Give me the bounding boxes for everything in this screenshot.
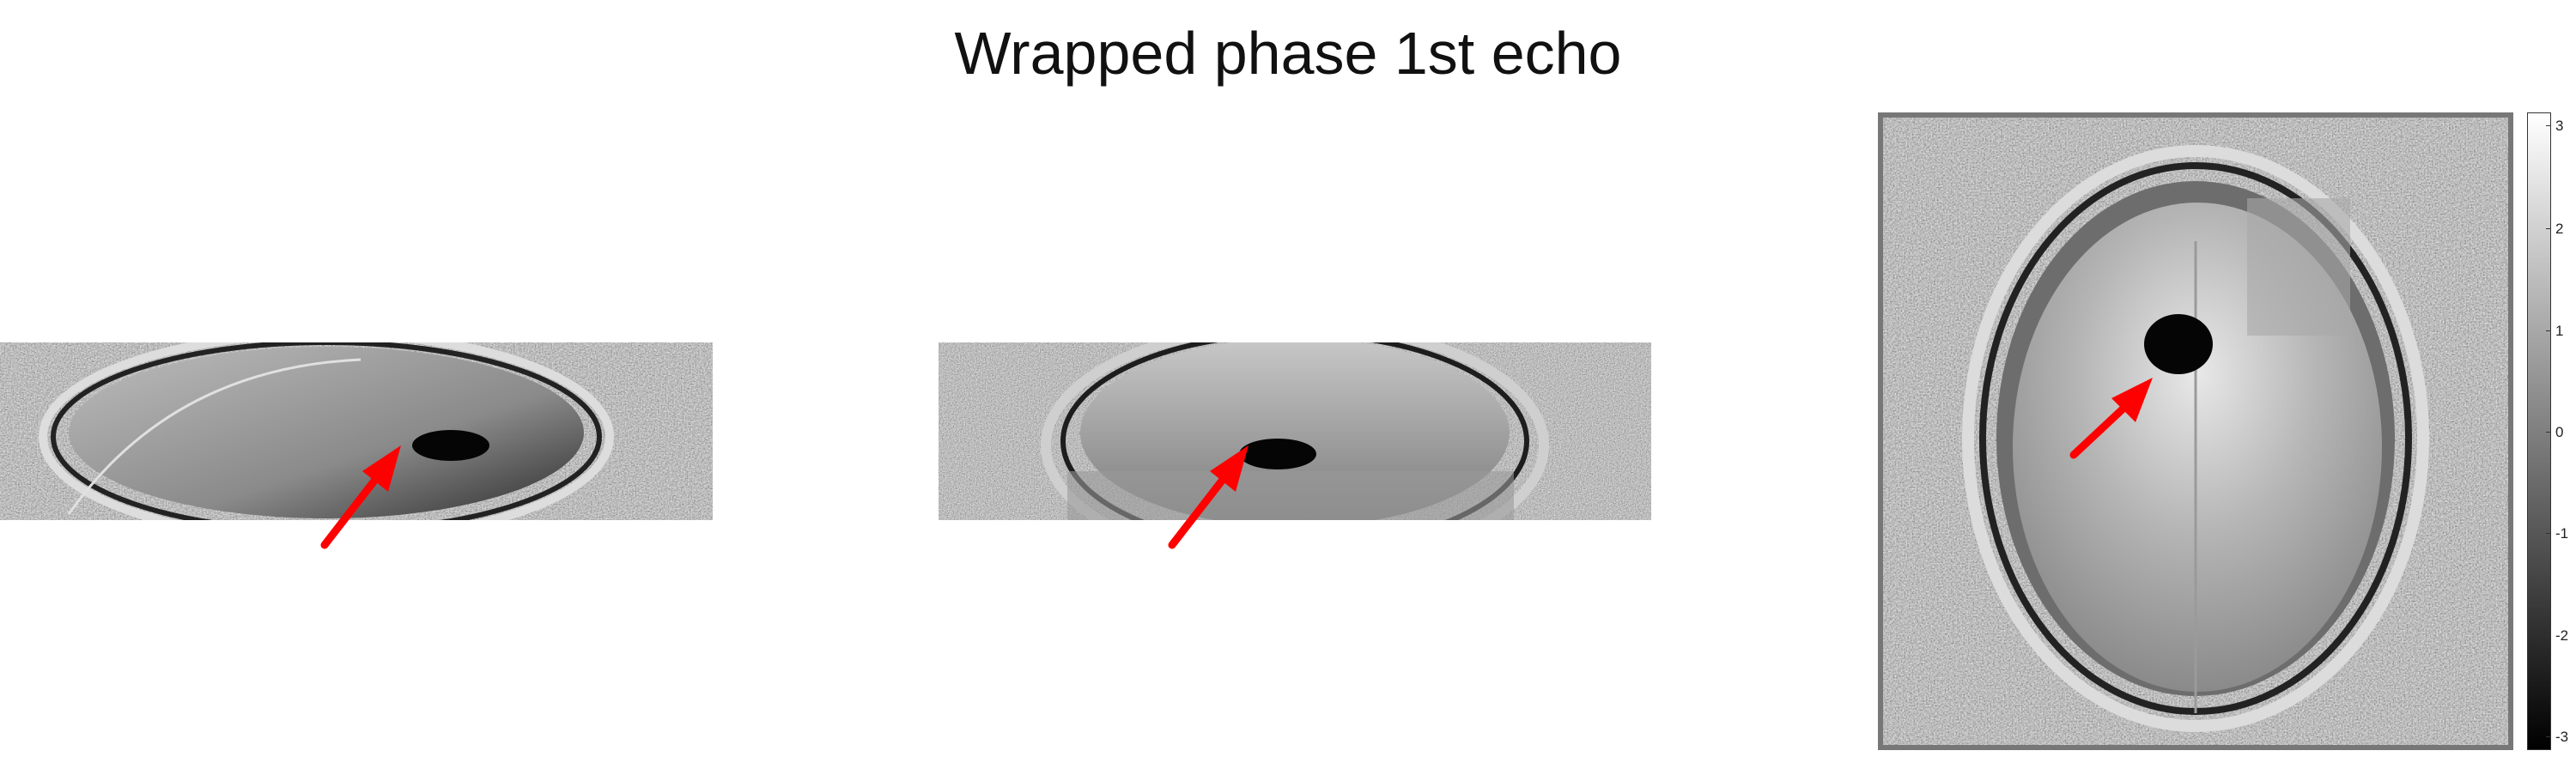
colorbar-tick-label: 1 (2555, 323, 2564, 339)
colorbar-tick-mark (2546, 635, 2551, 636)
axial-phase-image (1878, 112, 2513, 750)
colorbar-tick-mark (2546, 432, 2551, 433)
colorbar-tick-mark (2546, 533, 2551, 534)
colorbar-tick-mark (2546, 228, 2551, 229)
colorbar-tick-mark (2546, 125, 2551, 126)
sagittal-phase-image (0, 342, 713, 520)
colorbar-tick-label: 3 (2555, 118, 2564, 134)
colorbar-tick-label: -1 (2555, 525, 2569, 542)
colorbar-tick-label: -3 (2555, 729, 2569, 745)
colorbar (2527, 112, 2551, 750)
colorbar-tick-label: -2 (2555, 627, 2569, 644)
coronal-phase-image (939, 342, 1651, 520)
colorbar-tick-mark (2546, 736, 2551, 737)
colorbar-tick-label: 0 (2555, 424, 2564, 440)
colorbar-tick-label: 2 (2555, 221, 2564, 237)
colorbar-tick-mark (2546, 330, 2551, 331)
figure-title: Wrapped phase 1st echo (954, 20, 1622, 87)
